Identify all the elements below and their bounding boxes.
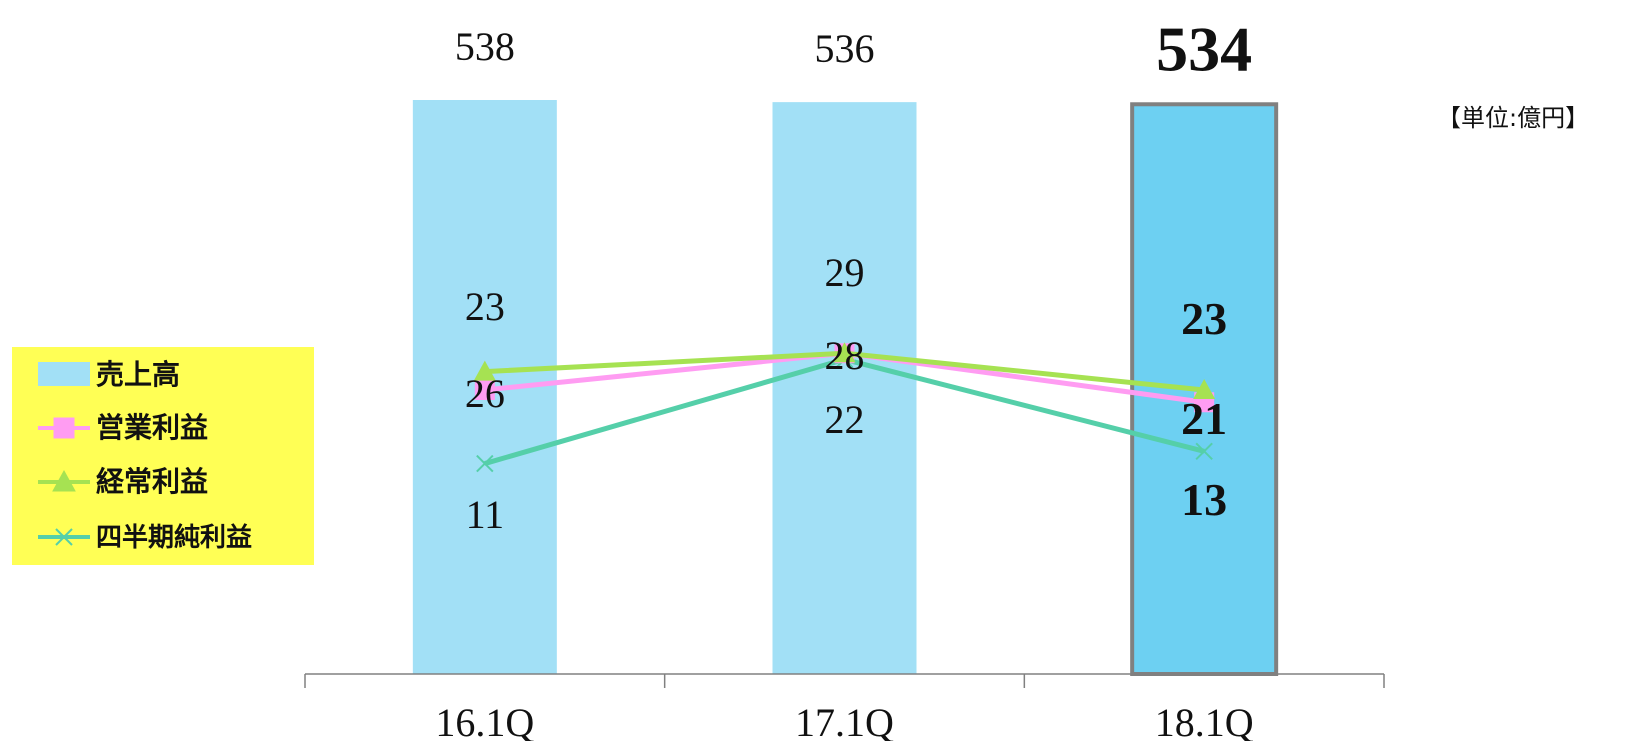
x-tick-label: 16.1Q: [435, 700, 534, 741]
point-value-label: 21: [1181, 393, 1227, 444]
point-value-label: 22: [825, 397, 865, 442]
point-value-label: 23: [465, 284, 505, 329]
point-value-label: 13: [1181, 474, 1227, 525]
data-labels: 538 536 534 23 26 11 29 28 22 23 21 13: [455, 13, 1252, 537]
legend-marker-ordinary-profit: [52, 469, 76, 492]
x-tick-label: 17.1Q: [795, 700, 894, 741]
legend-label-operating-profit: 営業利益: [96, 411, 208, 444]
bar: [772, 102, 917, 674]
point-value-label: 28: [825, 333, 865, 378]
bar-value-label: 534: [1156, 13, 1252, 84]
legend-marker-operating-profit: [53, 417, 75, 439]
series-marker-net-profit: [1195, 442, 1213, 461]
x-axis: 16.1Q 17.1Q 18.1Q: [304, 673, 1385, 741]
point-value-label: 26: [465, 371, 505, 416]
bar-value-label: 538: [455, 24, 515, 69]
series-marker-ordinary-profit: [473, 360, 496, 381]
line-series: [473, 342, 1216, 473]
legend-swatch-sales: [38, 362, 90, 386]
series-marker-net-profit: [476, 454, 494, 473]
x-tick-label: 18.1Q: [1155, 700, 1254, 741]
legend-label-net-profit: 四半期純利益: [96, 522, 252, 553]
legend: 売上高 営業利益 経常利益 四半期純利益: [12, 347, 314, 565]
point-value-label: 29: [825, 250, 865, 295]
series-marker-operating-profit: [474, 380, 495, 401]
legend-marker-net-profit: [55, 528, 73, 546]
point-value-label: 23: [1181, 293, 1227, 344]
unit-label: 【単位:億円】: [1437, 104, 1589, 132]
legend-label-ordinary-profit: 経常利益: [96, 465, 208, 498]
bar-value-label: 536: [815, 26, 875, 71]
series-marker-ordinary-profit: [1193, 379, 1216, 400]
bar-series: [412, 100, 1279, 677]
legend-label-sales: 売上高: [96, 358, 180, 391]
series-marker-ordinary-profit: [833, 342, 856, 363]
point-value-label: 11: [466, 492, 505, 537]
